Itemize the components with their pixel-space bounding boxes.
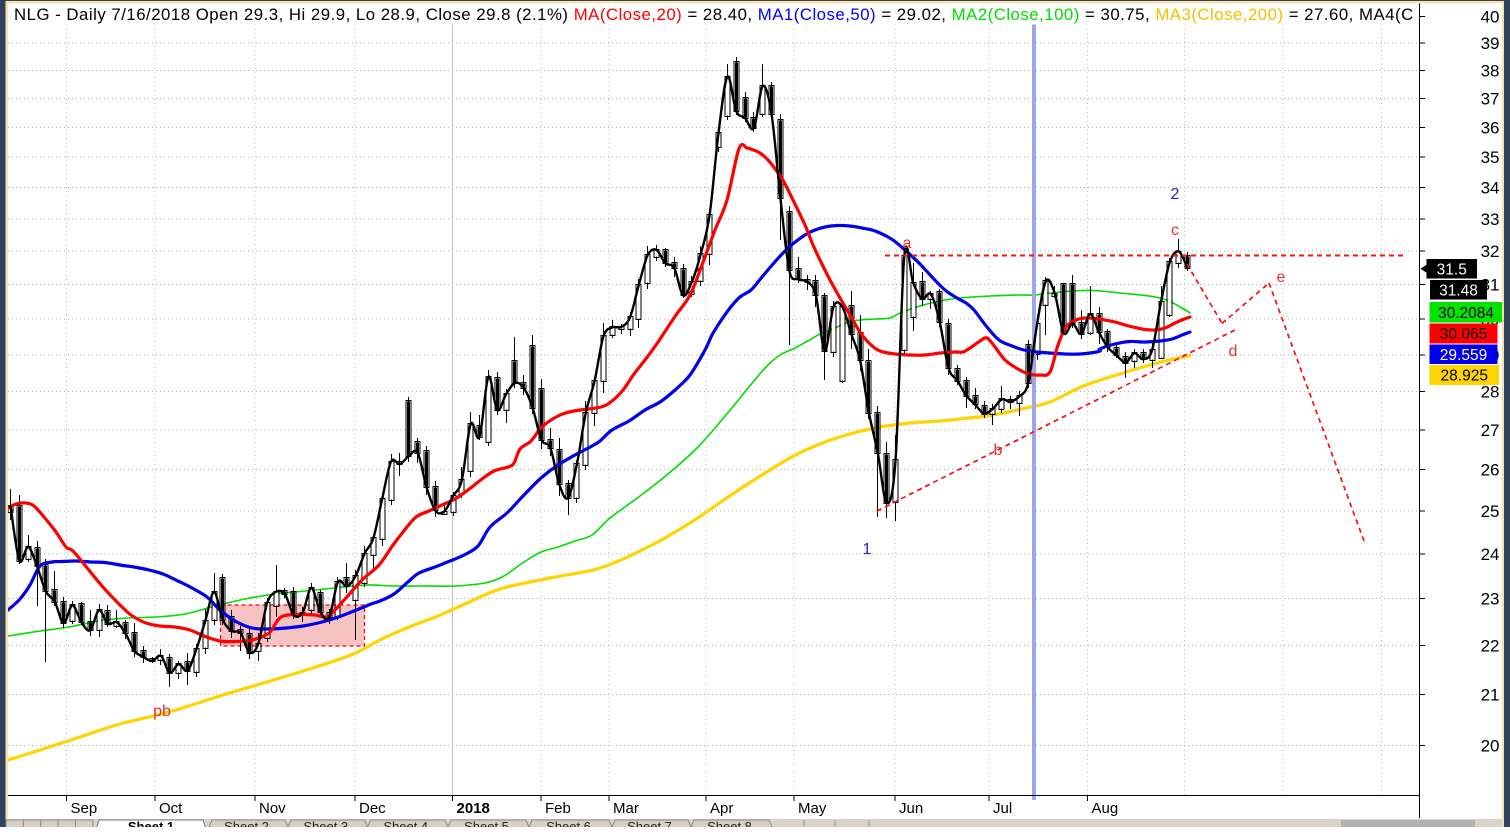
svg-text:30.2084: 30.2084 — [1438, 305, 1494, 322]
svg-text:33: 33 — [1481, 210, 1500, 229]
svg-text:31.48: 31.48 — [1439, 282, 1478, 299]
svg-text:23: 23 — [1481, 590, 1500, 609]
svg-text:27: 27 — [1481, 421, 1500, 440]
svg-text:30.065: 30.065 — [1440, 326, 1487, 343]
svg-text:Mar: Mar — [613, 800, 639, 817]
svg-text:39: 39 — [1481, 34, 1500, 53]
svg-text:40: 40 — [1481, 8, 1500, 27]
svg-text:pb: pb — [153, 703, 171, 720]
svg-text:Sheet 6: Sheet 6 — [546, 819, 591, 827]
svg-text:20: 20 — [1481, 737, 1500, 756]
svg-text:NLG - Daily 7/16/2018 Open 29.: NLG - Daily 7/16/2018 Open 29.3, Hi 29.9… — [14, 5, 1414, 24]
svg-text:Aug: Aug — [1092, 800, 1119, 817]
svg-text:May: May — [798, 800, 827, 817]
svg-text:28: 28 — [1481, 383, 1500, 402]
svg-text:Sheet 2: Sheet 2 — [224, 819, 269, 827]
svg-text:37: 37 — [1481, 90, 1500, 109]
svg-text:Nov: Nov — [259, 800, 286, 817]
svg-text:35: 35 — [1481, 148, 1500, 167]
svg-text:Jul: Jul — [993, 800, 1012, 817]
svg-text:a: a — [903, 235, 912, 252]
svg-text:Sheet 4: Sheet 4 — [383, 819, 428, 827]
svg-text:22: 22 — [1481, 636, 1500, 655]
svg-text:d: d — [1229, 343, 1238, 360]
svg-text:Oct: Oct — [159, 800, 183, 817]
svg-text:1: 1 — [863, 541, 872, 558]
svg-text:e: e — [1277, 269, 1286, 286]
svg-text:c: c — [1171, 222, 1179, 239]
svg-text:26: 26 — [1481, 461, 1500, 480]
svg-text:Sheet 5: Sheet 5 — [464, 819, 509, 827]
svg-text:32: 32 — [1481, 242, 1500, 261]
svg-text:Apr: Apr — [710, 800, 733, 817]
svg-text:Feb: Feb — [545, 800, 571, 817]
svg-text:Sheet 8: Sheet 8 — [707, 819, 752, 827]
svg-text:25: 25 — [1481, 502, 1500, 521]
svg-text:Jun: Jun — [899, 800, 923, 817]
svg-text:31.5: 31.5 — [1437, 261, 1467, 278]
svg-text:2: 2 — [1171, 186, 1180, 203]
svg-text:24: 24 — [1481, 545, 1500, 564]
svg-text:34: 34 — [1481, 179, 1500, 198]
svg-text:29.559: 29.559 — [1440, 347, 1487, 364]
svg-text:Sep: Sep — [71, 800, 98, 817]
svg-text:38: 38 — [1481, 62, 1500, 81]
svg-text:2018: 2018 — [457, 800, 490, 817]
svg-text:b: b — [994, 442, 1003, 459]
svg-text:Sheet 1: Sheet 1 — [128, 819, 174, 827]
svg-text:36: 36 — [1481, 118, 1500, 137]
svg-text:Dec: Dec — [359, 800, 386, 817]
svg-text:28.925: 28.925 — [1441, 368, 1488, 385]
svg-text:21: 21 — [1481, 685, 1500, 704]
svg-text:Sheet 7: Sheet 7 — [627, 819, 672, 827]
svg-text:Sheet 3: Sheet 3 — [303, 819, 348, 827]
